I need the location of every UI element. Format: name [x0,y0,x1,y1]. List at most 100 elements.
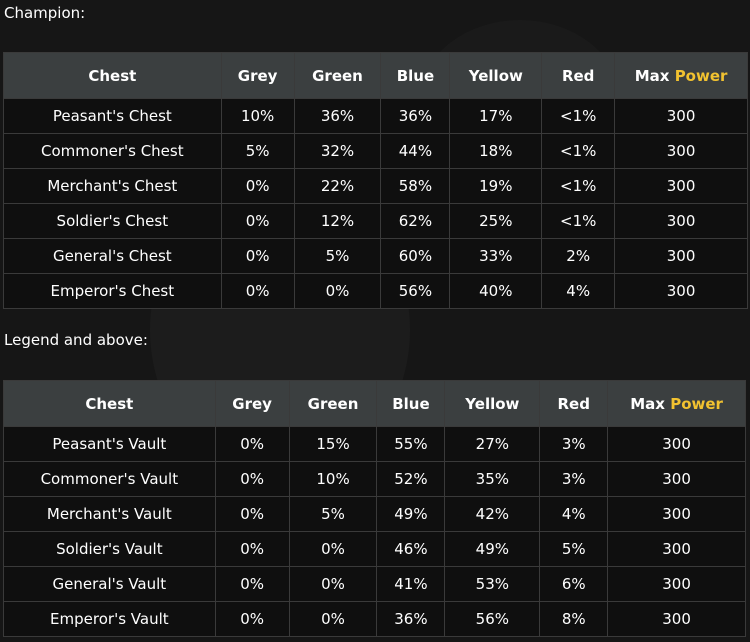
grey-value: 0% [214,496,290,532]
red-value: 6% [539,566,609,602]
table-row: Commoner's Vault 0% 10% 52% 35% 3% 300 [3,461,746,497]
vault-name: Merchant's Vault [3,496,216,532]
header-max-power: Max Power [614,52,748,99]
max-power-value: 300 [614,238,748,274]
max-power-value: 300 [614,168,748,204]
yellow-value: 25% [449,203,543,239]
chest-name: Merchant's Chest [3,168,222,204]
grey-value: 0% [214,566,290,602]
blue-value: 55% [376,426,446,462]
table-row: Merchant's Chest 0% 22% 58% 19% <1% 300 [3,168,748,204]
green-value: 0% [288,566,378,602]
red-value: 2% [541,238,616,274]
yellow-value: 53% [444,566,541,602]
blue-value: 52% [376,461,446,497]
grey-value: 0% [220,273,295,309]
green-value: 5% [293,238,382,274]
table-row: General's Vault 0% 0% 41% 53% 6% 300 [3,566,746,602]
green-value: 32% [293,133,382,169]
yellow-value: 18% [449,133,543,169]
grey-value: 10% [220,98,295,134]
yellow-value: 35% [444,461,541,497]
grey-value: 0% [220,168,295,204]
blue-value: 62% [380,203,451,239]
champion-chest-table: Chest Grey Green Blue Yellow Red Max Pow… [3,52,748,309]
header-yellow: Yellow [449,52,543,99]
table-row: General's Chest 0% 5% 60% 33% 2% 300 [3,238,748,274]
vault-name: General's Vault [3,566,216,602]
red-value: <1% [541,203,616,239]
grey-value: 5% [220,133,295,169]
grey-value: 0% [214,531,290,567]
grey-value: 0% [214,601,290,637]
header-grey: Grey [220,52,295,99]
max-power-value: 300 [614,203,748,239]
table-row: Soldier's Vault 0% 0% 46% 49% 5% 300 [3,531,746,567]
max-power-value: 300 [607,461,746,497]
chest-name: Peasant's Chest [3,98,222,134]
blue-value: 60% [380,238,451,274]
green-value: 0% [293,273,382,309]
red-value: 3% [539,426,609,462]
blue-value: 36% [376,601,446,637]
header-chest: Chest [3,380,216,427]
header-grey: Grey [214,380,290,427]
header-max: Max [630,394,665,413]
red-value: <1% [541,168,616,204]
green-value: 22% [293,168,382,204]
green-value: 36% [293,98,382,134]
max-power-value: 300 [607,426,746,462]
chest-name: General's Chest [3,238,222,274]
header-green: Green [288,380,378,427]
red-value: 3% [539,461,609,497]
vault-name: Emperor's Vault [3,601,216,637]
yellow-value: 27% [444,426,541,462]
header-power: Power [670,394,723,413]
header-power: Power [674,66,728,85]
header-red: Red [539,380,609,427]
header-red: Red [541,52,616,99]
grey-value: 0% [220,238,295,274]
green-value: 0% [288,601,378,637]
table-row: Emperor's Chest 0% 0% 56% 40% 4% 300 [3,273,748,309]
max-power-value: 300 [607,566,746,602]
header-blue: Blue [380,52,451,99]
legend-vault-table: Chest Grey Green Blue Yellow Red Max Pow… [3,380,746,637]
max-power-value: 300 [607,531,746,567]
table-header-row: Chest Grey Green Blue Yellow Red Max Pow… [3,380,746,427]
header-blue: Blue [376,380,446,427]
vault-name: Peasant's Vault [3,426,216,462]
blue-value: 41% [376,566,446,602]
max-power-value: 300 [607,496,746,532]
yellow-value: 33% [449,238,543,274]
blue-value: 46% [376,531,446,567]
table-row: Commoner's Chest 5% 32% 44% 18% <1% 300 [3,133,748,169]
red-value: <1% [541,98,616,134]
max-power-value: 300 [614,133,748,169]
section-label-legend: Legend and above: [4,331,148,349]
header-green: Green [293,52,382,99]
table-row: Emperor's Vault 0% 0% 36% 56% 8% 300 [3,601,746,637]
green-value: 0% [288,531,378,567]
header-chest: Chest [3,52,222,99]
table-row: Peasant's Vault 0% 15% 55% 27% 3% 300 [3,426,746,462]
table-row: Soldier's Chest 0% 12% 62% 25% <1% 300 [3,203,748,239]
table-row: Peasant's Chest 10% 36% 36% 17% <1% 300 [3,98,748,134]
max-power-value: 300 [607,601,746,637]
blue-value: 44% [380,133,451,169]
table-header-row: Chest Grey Green Blue Yellow Red Max Pow… [3,52,748,99]
yellow-value: 19% [449,168,543,204]
red-value: 8% [539,601,609,637]
red-value: <1% [541,133,616,169]
green-value: 12% [293,203,382,239]
table-row: Merchant's Vault 0% 5% 49% 42% 4% 300 [3,496,746,532]
grey-value: 0% [214,426,290,462]
vault-name: Soldier's Vault [3,531,216,567]
chest-name: Emperor's Chest [3,273,222,309]
header-yellow: Yellow [444,380,541,427]
max-power-value: 300 [614,98,748,134]
green-value: 15% [288,426,378,462]
chest-name: Commoner's Chest [3,133,222,169]
blue-value: 56% [380,273,451,309]
header-max-power: Max Power [607,380,746,427]
